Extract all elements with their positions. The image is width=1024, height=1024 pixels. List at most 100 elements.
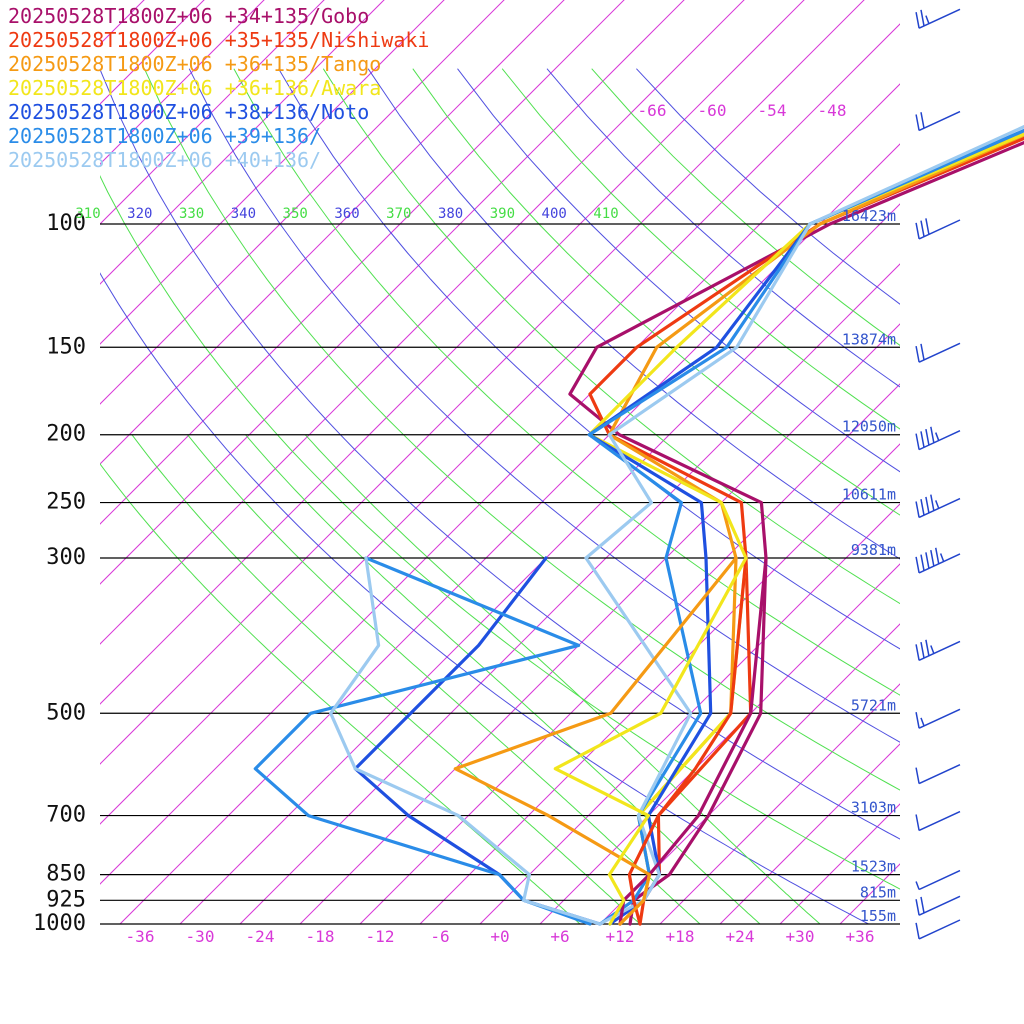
legend-entry: 20250528T1800Z+06 +36+136/Awara bbox=[8, 76, 381, 100]
dry-adiabat bbox=[636, 68, 900, 305]
temperature-profile bbox=[568, 140, 1024, 926]
isotherm-line bbox=[100, 0, 625, 525]
isotherm-line bbox=[100, 0, 145, 45]
wind-barb-flag bbox=[920, 554, 925, 571]
dry-adiabat bbox=[322, 68, 900, 605]
wind-barb-staff bbox=[918, 764, 961, 785]
isotherm-lines bbox=[100, 0, 900, 924]
theta-label: 400 bbox=[542, 206, 567, 222]
moist-adiabat bbox=[131, 434, 641, 924]
isotherm-line bbox=[100, 0, 805, 705]
wind-barb-flag bbox=[920, 220, 925, 237]
wind-barb-staff bbox=[918, 110, 961, 132]
dry-adiabat bbox=[100, 175, 900, 890]
temperature-tick-label: +6 bbox=[550, 927, 569, 946]
isotherm-line bbox=[100, 0, 865, 765]
isotherm-line bbox=[359, 383, 900, 924]
wind-barb-flag bbox=[920, 9, 925, 27]
wind-barb-flag bbox=[915, 346, 920, 363]
sounding-profiles bbox=[253, 124, 1024, 926]
wind-barb-flag bbox=[930, 645, 935, 654]
height-label: 1523m bbox=[851, 858, 896, 876]
isotherm-line bbox=[719, 743, 900, 924]
temperature-profile bbox=[584, 124, 1024, 926]
wind-barb-flag bbox=[915, 881, 920, 890]
theta-label: 310 bbox=[75, 206, 100, 222]
dewpoint-profile bbox=[329, 556, 602, 926]
wind-barb-staff bbox=[918, 919, 961, 940]
moist-adiabat bbox=[245, 434, 761, 924]
height-label: 815m bbox=[860, 883, 896, 901]
legend-entry: 20250528T1800Z+06 +40+136/ bbox=[8, 148, 321, 172]
moist-adiabat-lines bbox=[100, 434, 821, 924]
dry-adiabat bbox=[143, 68, 900, 791]
wind-barb-staff bbox=[918, 869, 961, 891]
wind-barb-flag bbox=[920, 343, 925, 361]
dry-adiabat bbox=[100, 272, 870, 924]
wind-barbs bbox=[915, 8, 961, 940]
wind-barb-staff bbox=[918, 430, 961, 451]
isotherm-line bbox=[299, 323, 900, 924]
pressure-label: 200 bbox=[46, 422, 86, 447]
temperature-tick-label: -6 bbox=[430, 927, 449, 946]
wind-barb-flag bbox=[915, 114, 920, 131]
temperature-tick-label: +36 bbox=[846, 927, 875, 946]
pressure-label: 850 bbox=[46, 862, 86, 887]
temperature-tick-label: +24 bbox=[726, 927, 755, 946]
isotherm-line bbox=[100, 0, 565, 465]
isotherm-line bbox=[100, 0, 685, 585]
pressure-label: 300 bbox=[46, 545, 86, 570]
wind-barb-staff bbox=[918, 640, 961, 662]
temperature-tick-label: +0 bbox=[490, 927, 509, 946]
wind-barb-staff bbox=[918, 553, 961, 574]
dry-adiabat bbox=[412, 68, 900, 516]
temperature-tick-label: -12 bbox=[366, 927, 395, 946]
theta-label: 320 bbox=[127, 206, 152, 222]
temperature-tick-label: -18 bbox=[306, 927, 335, 946]
isotherm-line bbox=[419, 443, 900, 924]
isotherm-line bbox=[100, 0, 445, 345]
moist-adiabat bbox=[304, 434, 821, 924]
temperature-tick-label: -24 bbox=[246, 927, 275, 946]
temperature-tick-label: +30 bbox=[786, 927, 815, 946]
theta-label: 360 bbox=[334, 206, 359, 222]
legend-entry: 20250528T1800Z+06 +36+135/Tango bbox=[8, 52, 381, 76]
legend-entry: 20250528T1800Z+06 +38+136/Noto bbox=[8, 100, 369, 124]
theta-label: 390 bbox=[490, 206, 515, 222]
isotherm-line bbox=[599, 623, 900, 924]
wind-barb-staff bbox=[918, 708, 961, 729]
height-label: 5721m bbox=[851, 696, 896, 714]
dry-adiabat bbox=[591, 68, 900, 346]
isotherm-line bbox=[100, 0, 205, 105]
temperature-tick-label: -30 bbox=[186, 927, 215, 946]
wind-barb-staff bbox=[918, 219, 961, 240]
isotherm-label: -66 bbox=[638, 101, 667, 120]
dewpoint-profile bbox=[627, 556, 748, 926]
wind-barb-flag bbox=[925, 428, 930, 446]
pressure-label: 1000 bbox=[33, 911, 86, 936]
pressure-label: 250 bbox=[46, 490, 86, 515]
dry-adiabat bbox=[457, 68, 900, 473]
theta-label: 340 bbox=[231, 206, 256, 222]
dewpoint-profile bbox=[453, 556, 738, 926]
pressure-label: 700 bbox=[46, 803, 86, 828]
wind-barb-flag bbox=[915, 433, 920, 450]
wind-barb-flag bbox=[935, 432, 940, 441]
legend-entry: 20250528T1800Z+06 +39+136/ bbox=[8, 124, 321, 148]
wind-barb-flag bbox=[915, 899, 920, 916]
wind-barb-flag bbox=[915, 767, 920, 784]
wind-barb-flag bbox=[925, 552, 930, 569]
dewpoint-profile bbox=[253, 556, 592, 926]
axis-labels: 100 16423m 150 13874m 200 12050m 250 10611m 300 9… bbox=[33, 101, 896, 946]
theta-label: 380 bbox=[438, 206, 463, 222]
wind-barb-flag bbox=[935, 500, 940, 509]
wind-barb-staff bbox=[918, 810, 961, 832]
wind-barb-flag bbox=[920, 717, 925, 727]
wind-barb-flag bbox=[915, 814, 920, 831]
height-label: 13874m bbox=[842, 330, 896, 348]
theta-label: 410 bbox=[593, 206, 618, 222]
isotherm-line bbox=[100, 23, 900, 825]
isotherm-line bbox=[100, 0, 505, 405]
pressure-label: 150 bbox=[46, 334, 86, 359]
temperature-profile bbox=[607, 133, 1024, 926]
